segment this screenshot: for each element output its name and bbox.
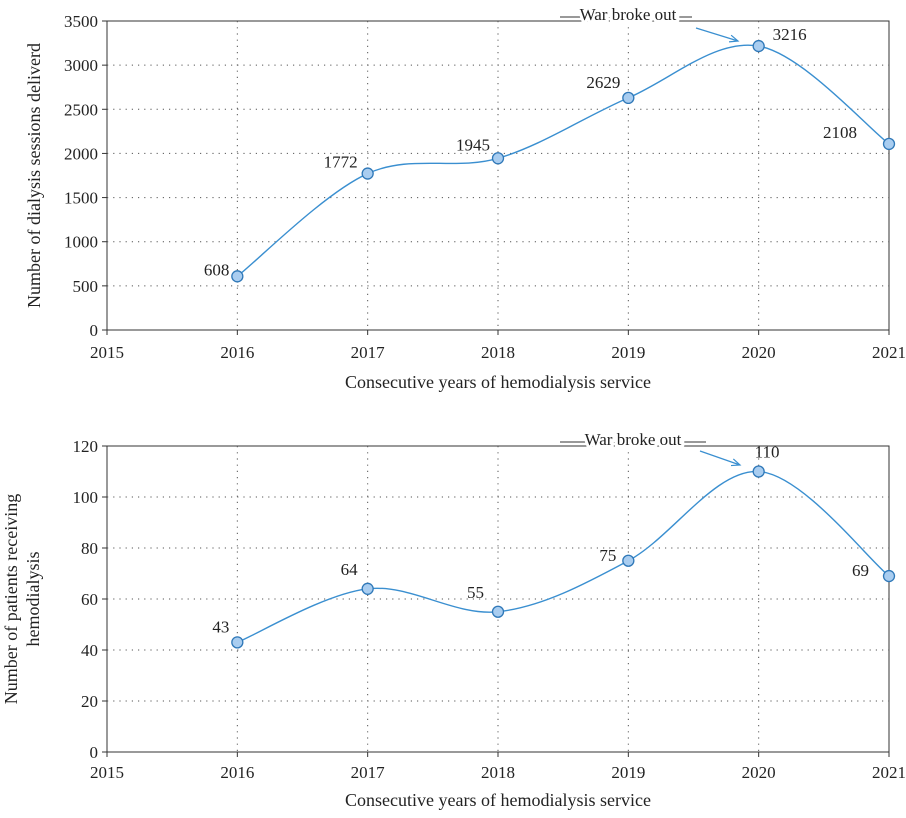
x-tick-label: 2017 xyxy=(351,763,386,782)
dialysis-sessions-chart: 0 500 1000 1500 2000 2500 3000 3500 2015 2016 2017… xyxy=(24,2,906,392)
data-point xyxy=(491,605,505,618)
data-label: 69 xyxy=(852,561,869,580)
x-tick-label: 2015 xyxy=(90,763,124,782)
data-point xyxy=(752,465,765,478)
x-tick-label: 2015 xyxy=(90,343,124,362)
x-tick-label: 2020 xyxy=(742,343,776,362)
data-label: 55 xyxy=(467,583,484,602)
data-label: 1945 xyxy=(456,135,490,154)
data-label: 110 xyxy=(755,443,780,462)
data-label: 75 xyxy=(599,546,616,565)
x-tick-label: 2016 xyxy=(220,343,254,362)
data-point xyxy=(882,137,896,151)
series-line xyxy=(237,470,890,643)
y-axis-label: Number of dialysis sessions deliverd xyxy=(24,43,44,308)
annotation-arrowhead xyxy=(728,34,740,43)
annotation-arrow xyxy=(695,27,739,42)
y-tick-label: 0 xyxy=(90,321,99,340)
data-point xyxy=(231,636,244,649)
plot-frame xyxy=(106,20,890,331)
data-point xyxy=(231,270,244,283)
data-label: 608 xyxy=(204,260,230,279)
data-point xyxy=(622,91,635,105)
data-point xyxy=(491,152,505,165)
x-tick-label: 2018 xyxy=(481,763,515,782)
y-tick-label: 60 xyxy=(81,590,98,609)
annotation-arrowhead xyxy=(730,458,742,467)
x-tick-label: 2020 xyxy=(742,763,776,782)
annotation-label: War broke out xyxy=(585,430,682,449)
x-tick-label: 2021 xyxy=(872,763,906,782)
x-tick-label: 2021 xyxy=(872,343,906,362)
data-point xyxy=(882,569,896,583)
x-tick-label: 2018 xyxy=(481,343,515,362)
data-label: 3216 xyxy=(773,25,807,44)
series-line xyxy=(236,44,890,277)
patients-chart: 0 20 40 60 80 100 120 2015 2016 2017 2018 2019 2020 2… xyxy=(1,427,906,810)
y-tick-label: 120 xyxy=(73,437,99,456)
y-tick-label: 3500 xyxy=(64,12,98,31)
y-tick-label: 3000 xyxy=(64,56,98,75)
y-tick-label: 20 xyxy=(81,692,98,711)
y-tick-label: 1000 xyxy=(64,233,98,252)
x-axis-label: Consecutive years of hemodialysis servic… xyxy=(345,790,651,810)
data-label: 2108 xyxy=(823,123,857,142)
data-label: 2629 xyxy=(586,73,620,92)
x-tick-label: 2019 xyxy=(611,763,645,782)
data-point xyxy=(622,554,635,567)
data-label: 64 xyxy=(341,560,359,579)
y-tick-label: 40 xyxy=(81,641,98,660)
data-label: 1772 xyxy=(324,153,358,172)
y-tick-label: 500 xyxy=(73,277,99,296)
y-tick-label: 0 xyxy=(90,743,99,762)
y-axis-label: Number of patients receiving xyxy=(1,494,21,704)
x-tick-label: 2016 xyxy=(220,763,254,782)
data-label: 43 xyxy=(212,617,229,636)
y-tick-label: 2500 xyxy=(64,100,98,119)
data-point xyxy=(361,582,374,595)
y-tick-label: 1500 xyxy=(64,189,98,208)
annotation-label: War broke out xyxy=(580,5,677,24)
y-tick-label: 100 xyxy=(73,488,99,507)
data-point xyxy=(361,167,374,180)
x-tick-label: 2017 xyxy=(351,343,386,362)
y-axis-label: hemodialysis xyxy=(23,552,43,647)
y-tick-label: 2000 xyxy=(64,144,98,163)
x-tick-label: 2019 xyxy=(611,343,645,362)
x-axis-label: Consecutive years of hemodialysis servic… xyxy=(345,372,651,392)
data-point xyxy=(752,39,765,53)
y-tick-label: 80 xyxy=(81,539,98,558)
annotation-arrow xyxy=(699,450,741,466)
